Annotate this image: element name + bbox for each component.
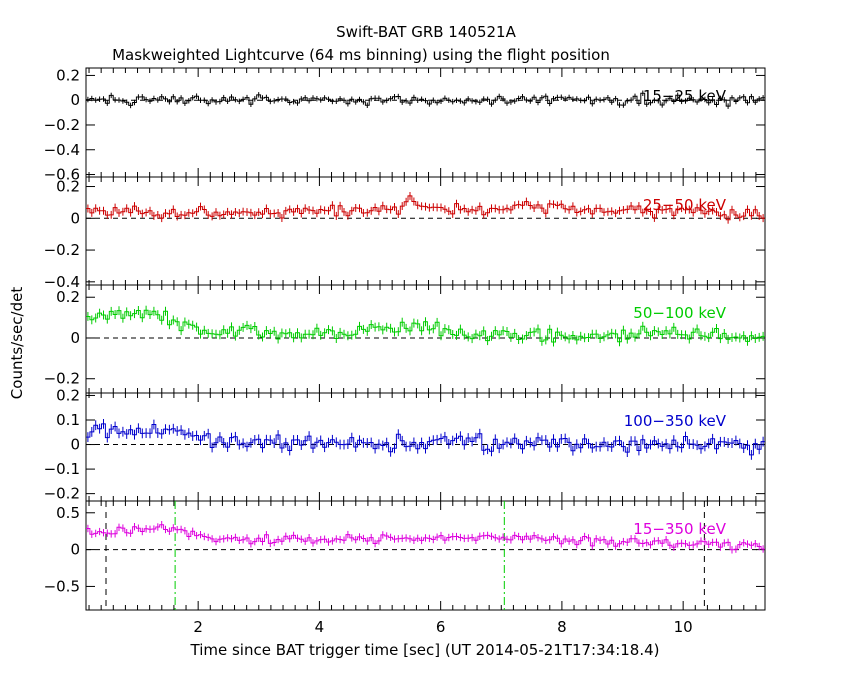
y-tick-label: 0.2 [56,386,80,404]
lightcurve-series [86,423,765,456]
error-bars [87,192,764,224]
x-tick-label: 4 [315,618,325,636]
y-tick-label: −0.2 [44,485,80,503]
lightcurve-series [86,195,765,221]
y-tick-label: 0 [70,329,80,347]
chart-title: Swift-BAT GRB 140521A [336,23,516,41]
panel-2: 0.2 0 −0.2 50−100 keV [44,284,766,394]
x-tick-label: 6 [436,618,446,636]
y-tick-label: 0 [70,436,80,454]
y-axis-label: Counts/sec/det [8,287,26,400]
y-tick-label: −0.1 [44,460,80,478]
y-tick-label: −0.2 [44,241,80,259]
chart-subtitle: Maskweighted Lightcurve (64 ms binning) … [112,46,610,64]
y-tick-label: −0.2 [44,370,80,388]
band-label: 15−25 keV [643,87,727,105]
y-tick-label: 0.1 [56,411,80,429]
y-tick-label: 0.2 [56,288,80,306]
x-tick-label: 10 [674,618,693,636]
y-tick-label: 0.2 [56,66,80,84]
x-axis-label: Time since BAT trigger time [sec] (UT 20… [190,641,660,659]
y-tick-label: 0.5 [56,504,80,522]
y-tick-label: 0 [70,541,80,559]
panel-frame [85,176,766,286]
y-tick-label: −0.4 [44,141,80,159]
band-label: 100−350 keV [624,412,727,430]
y-tick-label: −0.2 [44,116,80,134]
y-tick-label: −0.5 [44,577,80,595]
y-tick-label: −0.6 [44,166,80,184]
panel-1: 0.2 0 −0.2 −0.4 25−50 keV [44,176,766,291]
y-tick-label: 0 [70,209,80,227]
y-tick-label: 0.2 [56,178,80,196]
error-bars [87,521,764,554]
panel-frame [85,500,766,611]
error-bars [87,419,764,460]
band-label: 25−50 keV [643,196,727,214]
panel-4: 0.5 0 −0.5 15−350 keV [44,500,766,611]
panel-frame [85,67,766,178]
panel-0: 0.2 0 −0.2 −0.4 −0.6 15−25 keV [44,66,766,184]
x-tick-label: 2 [193,618,203,636]
panels-group: 0.2 0 −0.2 −0.4 −0.6 15−25 keV 0.2 0 −0.2 −0.4 25−… [44,66,766,636]
band-label: 50−100 keV [633,304,726,322]
x-tick-label: 8 [557,618,567,636]
panel-3: 0.2 0.1 0 −0.1 −0.2 100−350 keV [44,386,766,503]
error-bars [87,305,764,347]
panel-frame [85,284,766,394]
y-tick-label: −0.4 [44,273,80,291]
error-bars [87,90,764,109]
lightcurve-series [86,92,765,107]
band-label: 15−350 keV [633,520,726,538]
y-tick-label: 0 [70,91,80,109]
lightcurve-series [86,309,765,343]
